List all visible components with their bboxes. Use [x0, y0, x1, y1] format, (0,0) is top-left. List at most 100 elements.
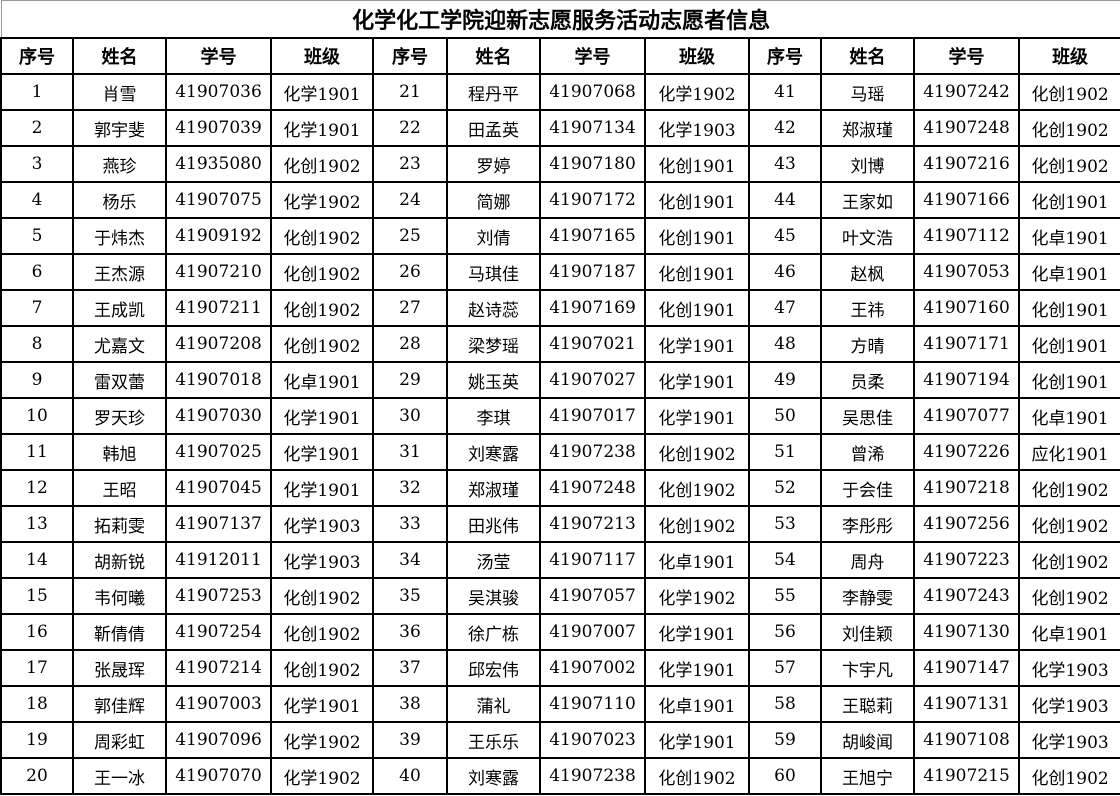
table-row: 7 王成凯 41907211 化创1902 27 赵诗蕊 41907169 化创1901 47 王…	[0, 289, 1120, 327]
cell-no: 7	[0, 289, 74, 327]
cell-class: 化学1901	[270, 433, 374, 471]
cell-class: 化学1902	[270, 181, 374, 219]
table-row: 17 张晟珲 41907214 化创1902 37 邱宏伟 41907002 化学1901 57…	[0, 649, 1120, 687]
cell-no: 58	[748, 685, 822, 723]
cell-student-id: 41935080	[165, 145, 272, 183]
cell-class: 化创1902	[644, 469, 750, 507]
cell-student-id: 41907068	[539, 73, 646, 111]
cell-no: 52	[748, 469, 822, 507]
cell-name: 靳倩倩	[72, 613, 167, 651]
cell-student-id: 41907238	[539, 757, 646, 795]
cell-name: 叶文浩	[820, 217, 915, 255]
cell-class: 化创1902	[270, 145, 374, 183]
header-class: 班级	[270, 37, 374, 75]
cell-student-id: 41907208	[165, 325, 272, 363]
cell-no: 59	[748, 721, 822, 759]
cell-student-id: 41907007	[539, 613, 646, 651]
cell-name: 刘寒露	[446, 757, 541, 795]
cell-student-id: 41907108	[913, 721, 1020, 759]
cell-name: 赵诗蕊	[446, 289, 541, 327]
header-row: 序号 姓名 学号 班级 序号 姓名 学号 班级 序号 姓名 学号 班级	[0, 37, 1120, 75]
cell-class: 化学1903	[270, 541, 374, 579]
table-row: 19 周彩虹 41907096 化学1902 39 王乐乐 41907023 化学1901 59…	[0, 721, 1120, 759]
cell-student-id: 41907214	[165, 649, 272, 687]
cell-no: 24	[372, 181, 448, 219]
cell-name: 蒲礼	[446, 685, 541, 723]
cell-name: 李静雯	[820, 577, 915, 615]
cell-student-id: 41907023	[539, 721, 646, 759]
cell-name: 王聪莉	[820, 685, 915, 723]
cell-class: 化学1901	[644, 721, 750, 759]
cell-no: 28	[372, 325, 448, 363]
cell-student-id: 41907211	[165, 289, 272, 327]
table-row: 15 韦何曦 41907253 化创1902 35 吴淇骏 41907057 化学1902 55…	[0, 577, 1120, 615]
cell-name: 马瑶	[820, 73, 915, 111]
cell-no: 21	[372, 73, 448, 111]
cell-name: 王杰源	[72, 253, 167, 291]
cell-no: 47	[748, 289, 822, 327]
header-name: 姓名	[446, 37, 541, 75]
cell-student-id: 41907036	[165, 73, 272, 111]
cell-name: 郭佳辉	[72, 685, 167, 723]
cell-no: 46	[748, 253, 822, 291]
cell-no: 49	[748, 361, 822, 399]
cell-name: 于会佳	[820, 469, 915, 507]
cell-student-id: 41907147	[913, 649, 1020, 687]
cell-student-id: 41907030	[165, 397, 272, 435]
cell-name: 于炜杰	[72, 217, 167, 255]
cell-no: 17	[0, 649, 74, 687]
cell-class: 化创1901	[644, 253, 750, 291]
cell-no: 60	[748, 757, 822, 795]
cell-name: 马琪佳	[446, 253, 541, 291]
cell-no: 6	[0, 253, 74, 291]
cell-class: 化学1901	[270, 685, 374, 723]
cell-class: 应化1901	[1017, 433, 1120, 471]
cell-name: 程丹平	[446, 73, 541, 111]
table-row: 1 肖雪 41907036 化学1901 21 程丹平 41907068 化学1902 41 马瑶…	[0, 73, 1120, 111]
cell-class: 化创1901	[1017, 289, 1120, 327]
cell-student-id: 41907018	[165, 361, 272, 399]
cell-no: 16	[0, 613, 74, 651]
cell-no: 12	[0, 469, 74, 507]
cell-class: 化学1901	[644, 649, 750, 687]
cell-no: 42	[748, 109, 822, 147]
cell-class: 化创1901	[644, 181, 750, 219]
cell-name: 尤嘉文	[72, 325, 167, 363]
cell-name: 吴思佳	[820, 397, 915, 435]
cell-no: 26	[372, 253, 448, 291]
cell-class: 化创1901	[644, 289, 750, 327]
cell-class: 化创1901	[1017, 325, 1120, 363]
cell-no: 20	[0, 757, 74, 795]
cell-class: 化学1902	[270, 757, 374, 795]
cell-name: 刘佳颖	[820, 613, 915, 651]
table-row: 20 王一冰 41907070 化学1902 40 刘寒露 41907238 化创1902 60…	[0, 757, 1120, 795]
cell-class: 化创1902	[1017, 73, 1120, 111]
cell-no: 43	[748, 145, 822, 183]
cell-name: 梁梦瑶	[446, 325, 541, 363]
cell-name: 田孟英	[446, 109, 541, 147]
cell-student-id: 41907131	[913, 685, 1020, 723]
cell-name: 张晟珲	[72, 649, 167, 687]
cell-student-id: 41907194	[913, 361, 1020, 399]
cell-no: 18	[0, 685, 74, 723]
cell-student-id: 41907021	[539, 325, 646, 363]
cell-class: 化创1902	[644, 505, 750, 543]
cell-name: 燕珍	[72, 145, 167, 183]
cell-class: 化创1901	[1017, 181, 1120, 219]
header-no: 序号	[372, 37, 448, 75]
cell-name: 刘博	[820, 145, 915, 183]
table-row: 6 王杰源 41907210 化创1902 26 马琪佳 41907187 化创1901 46 赵…	[0, 253, 1120, 291]
cell-no: 14	[0, 541, 74, 579]
table-row: 3 燕珍 41935080 化创1902 23 罗婷 41907180 化创1901 43 刘博 4…	[0, 145, 1120, 183]
cell-class: 化卓1901	[1017, 613, 1120, 651]
cell-class: 化创1902	[270, 325, 374, 363]
cell-name: 王旭宁	[820, 757, 915, 795]
cell-no: 37	[372, 649, 448, 687]
cell-student-id: 41907165	[539, 217, 646, 255]
cell-name: 胡峻闻	[820, 721, 915, 759]
cell-student-id: 41907223	[913, 541, 1020, 579]
cell-name: 曾浠	[820, 433, 915, 471]
cell-no: 2	[0, 109, 74, 147]
cell-no: 15	[0, 577, 74, 615]
cell-student-id: 41907242	[913, 73, 1020, 111]
